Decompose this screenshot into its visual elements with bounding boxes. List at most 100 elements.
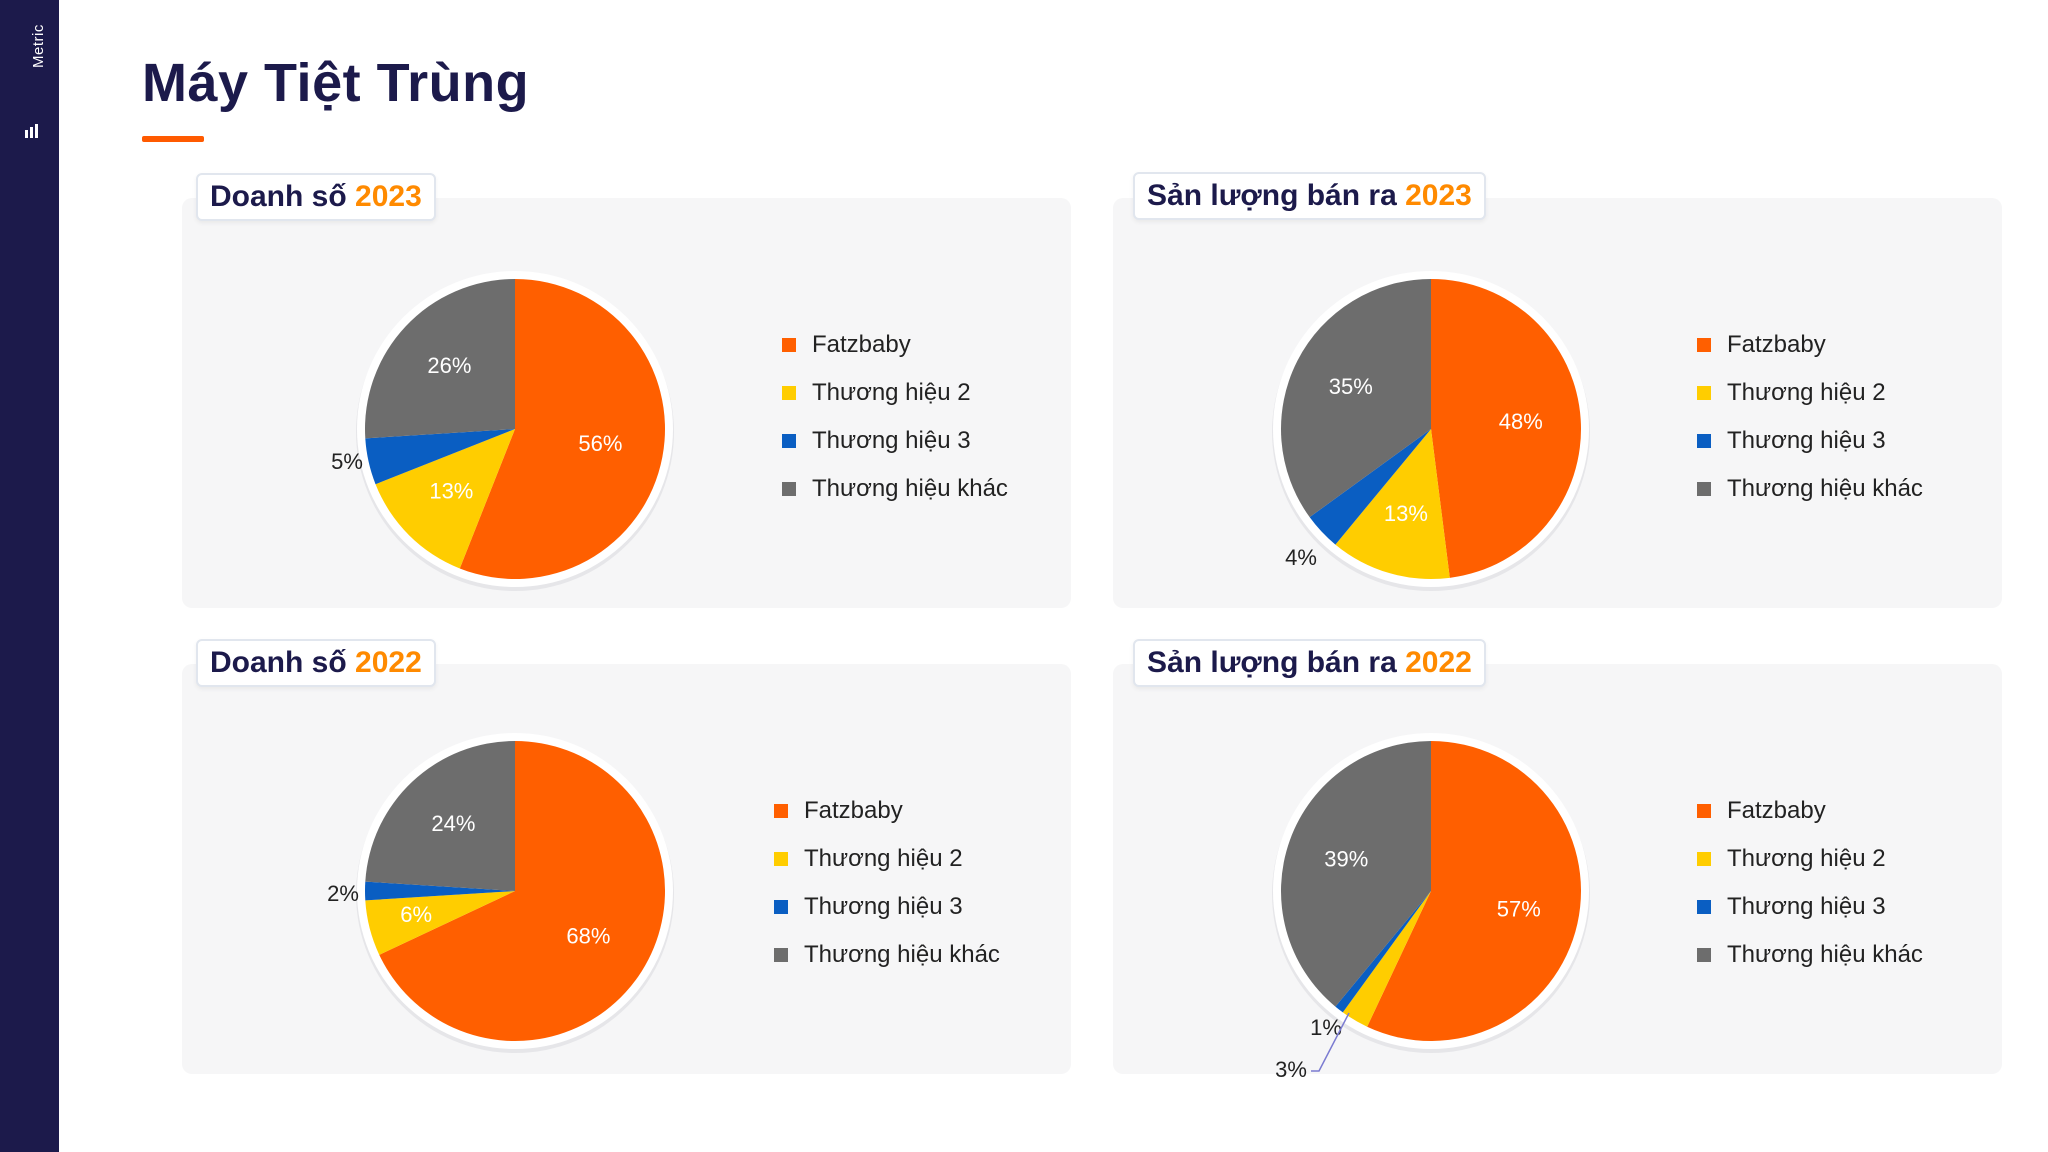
legend-swatch (782, 386, 796, 400)
legend-revenue-2023: Fatzbaby Thương hiệu 2 Thương hiệu 3 Thư… (782, 330, 1008, 522)
pie-value-label-2: 13% (1384, 501, 1428, 526)
pie-slice-4[interactable] (1281, 279, 1431, 518)
pie-slice-2[interactable] (365, 891, 515, 955)
chart-title-text: Sản lượng bán ra (1147, 179, 1397, 212)
legend-swatch (782, 338, 796, 352)
legend-label: Fatzbaby (1727, 331, 1826, 358)
leader-line (1311, 1012, 1350, 1072)
pie-slice-3[interactable] (1309, 429, 1431, 545)
pie-slice-4[interactable] (1280, 741, 1431, 1007)
legend-swatch (1697, 852, 1711, 866)
legend-volume-2023: Fatzbaby Thương hiệu 2 Thương hiệu 3 Thư… (1697, 330, 1923, 522)
legend-label: Thương hiệu 2 (812, 379, 971, 406)
pie-slice-1[interactable] (459, 279, 665, 579)
chart-title-year: 2022 (1405, 646, 1472, 679)
legend-swatch (774, 948, 788, 962)
pie-slice-2[interactable] (1342, 891, 1431, 1027)
legend-swatch (1697, 338, 1711, 352)
legend-item: Thương hiệu 2 (1697, 844, 1923, 874)
legend-volume-2022: Fatzbaby Thương hiệu 2 Thương hiệu 3 Thư… (1697, 796, 1923, 988)
chart-title-volume-2023: Sản lượng bán ra 2023 (1133, 172, 1486, 220)
legend-item: Thương hiệu 2 (774, 844, 1000, 874)
pie-value-label-1: 48% (1499, 409, 1543, 434)
pie-value-label-2: 3% (1275, 1057, 1307, 1082)
chart-title-year: 2023 (1405, 179, 1472, 212)
legend-label: Thương hiệu 3 (812, 427, 971, 454)
legend-label: Fatzbaby (804, 797, 903, 824)
legend-item: Thương hiệu 3 (1697, 426, 1923, 456)
chart-title-volume-2022: Sản lượng bán ra 2022 (1133, 639, 1486, 687)
pie-value-label-3: 5% (331, 449, 363, 474)
pie-value-label-2: 13% (429, 478, 473, 503)
pie-slice-1[interactable] (1431, 279, 1581, 578)
legend-label: Thương hiệu khác (804, 941, 1000, 968)
legend-swatch (1697, 386, 1711, 400)
legend-item: Thương hiệu khác (774, 940, 1000, 970)
legend-label: Thương hiệu 2 (1727, 379, 1886, 406)
pie-value-label-1: 56% (578, 431, 622, 456)
chart-title-text: Sản lượng bán ra (1147, 646, 1397, 679)
pie-slice-3[interactable] (1335, 891, 1431, 1013)
legend-label: Thương hiệu khác (812, 475, 1008, 502)
legend-swatch (1697, 434, 1711, 448)
legend-label: Thương hiệu khác (1727, 475, 1923, 502)
legend-item: Thương hiệu khác (782, 474, 1008, 504)
pie-value-label-4: 26% (427, 353, 471, 378)
legend-label: Fatzbaby (812, 331, 911, 358)
legend-item: Thương hiệu 2 (782, 378, 1008, 408)
pie-slice-2[interactable] (1335, 429, 1450, 579)
legend-item: Fatzbaby (782, 330, 1008, 360)
pie-value-label-1: 57% (1497, 896, 1541, 921)
chart-title-year: 2023 (355, 180, 422, 213)
chart-title-text: Doanh số (210, 180, 347, 213)
legend-swatch (1697, 482, 1711, 496)
legend-item: Thương hiệu 2 (1697, 378, 1923, 408)
legend-item: Fatzbaby (1697, 330, 1923, 360)
pie-slice-3[interactable] (365, 429, 515, 485)
legend-label: Thương hiệu 3 (804, 893, 963, 920)
legend-label: Thương hiệu khác (1727, 941, 1923, 968)
legend-item: Thương hiệu khác (1697, 474, 1923, 504)
sidebar: Metric (0, 0, 59, 1152)
pie-value-label-4: 24% (431, 811, 475, 836)
pie-value-label-1: 68% (566, 923, 610, 948)
bar-chart-icon (25, 124, 38, 138)
pie-value-label-3: 4% (1285, 545, 1317, 570)
pie-slice-1[interactable] (1367, 741, 1582, 1041)
legend-swatch (782, 434, 796, 448)
title-underline (142, 136, 204, 142)
legend-swatch (1697, 804, 1711, 818)
legend-item: Thương hiệu 3 (782, 426, 1008, 456)
legend-swatch (1697, 948, 1711, 962)
legend-swatch (1697, 900, 1711, 914)
pie-value-label-3: 2% (327, 881, 359, 906)
legend-swatch (774, 852, 788, 866)
legend-item: Thương hiệu 3 (1697, 892, 1923, 922)
pie-slice-2[interactable] (375, 429, 515, 569)
pie-slice-4[interactable] (365, 279, 515, 439)
chart-title-revenue-2023: Doanh số 2023 (196, 173, 436, 221)
chart-title-revenue-2022: Doanh số 2022 (196, 639, 436, 687)
legend-swatch (774, 804, 788, 818)
legend-label: Thương hiệu 3 (1727, 893, 1886, 920)
chart-title-text: Doanh số (210, 646, 347, 679)
legend-swatch (782, 482, 796, 496)
legend-label: Thương hiệu 2 (804, 845, 963, 872)
pie-slice-3[interactable] (365, 881, 515, 901)
legend-label: Thương hiệu 3 (1727, 427, 1886, 454)
legend-item: Thương hiệu 3 (774, 892, 1000, 922)
pie-slice-4[interactable] (365, 741, 515, 891)
legend-item: Fatzbaby (774, 796, 1000, 826)
brand-logo[interactable]: Metric (8, 24, 52, 138)
legend-label: Fatzbaby (1727, 797, 1826, 824)
legend-swatch (774, 900, 788, 914)
legend-label: Thương hiệu 2 (1727, 845, 1886, 872)
pie-value-label-2: 6% (400, 902, 432, 927)
legend-item: Thương hiệu khác (1697, 940, 1923, 970)
pie-slice-1[interactable] (379, 741, 665, 1041)
legend-item: Fatzbaby (1697, 796, 1923, 826)
